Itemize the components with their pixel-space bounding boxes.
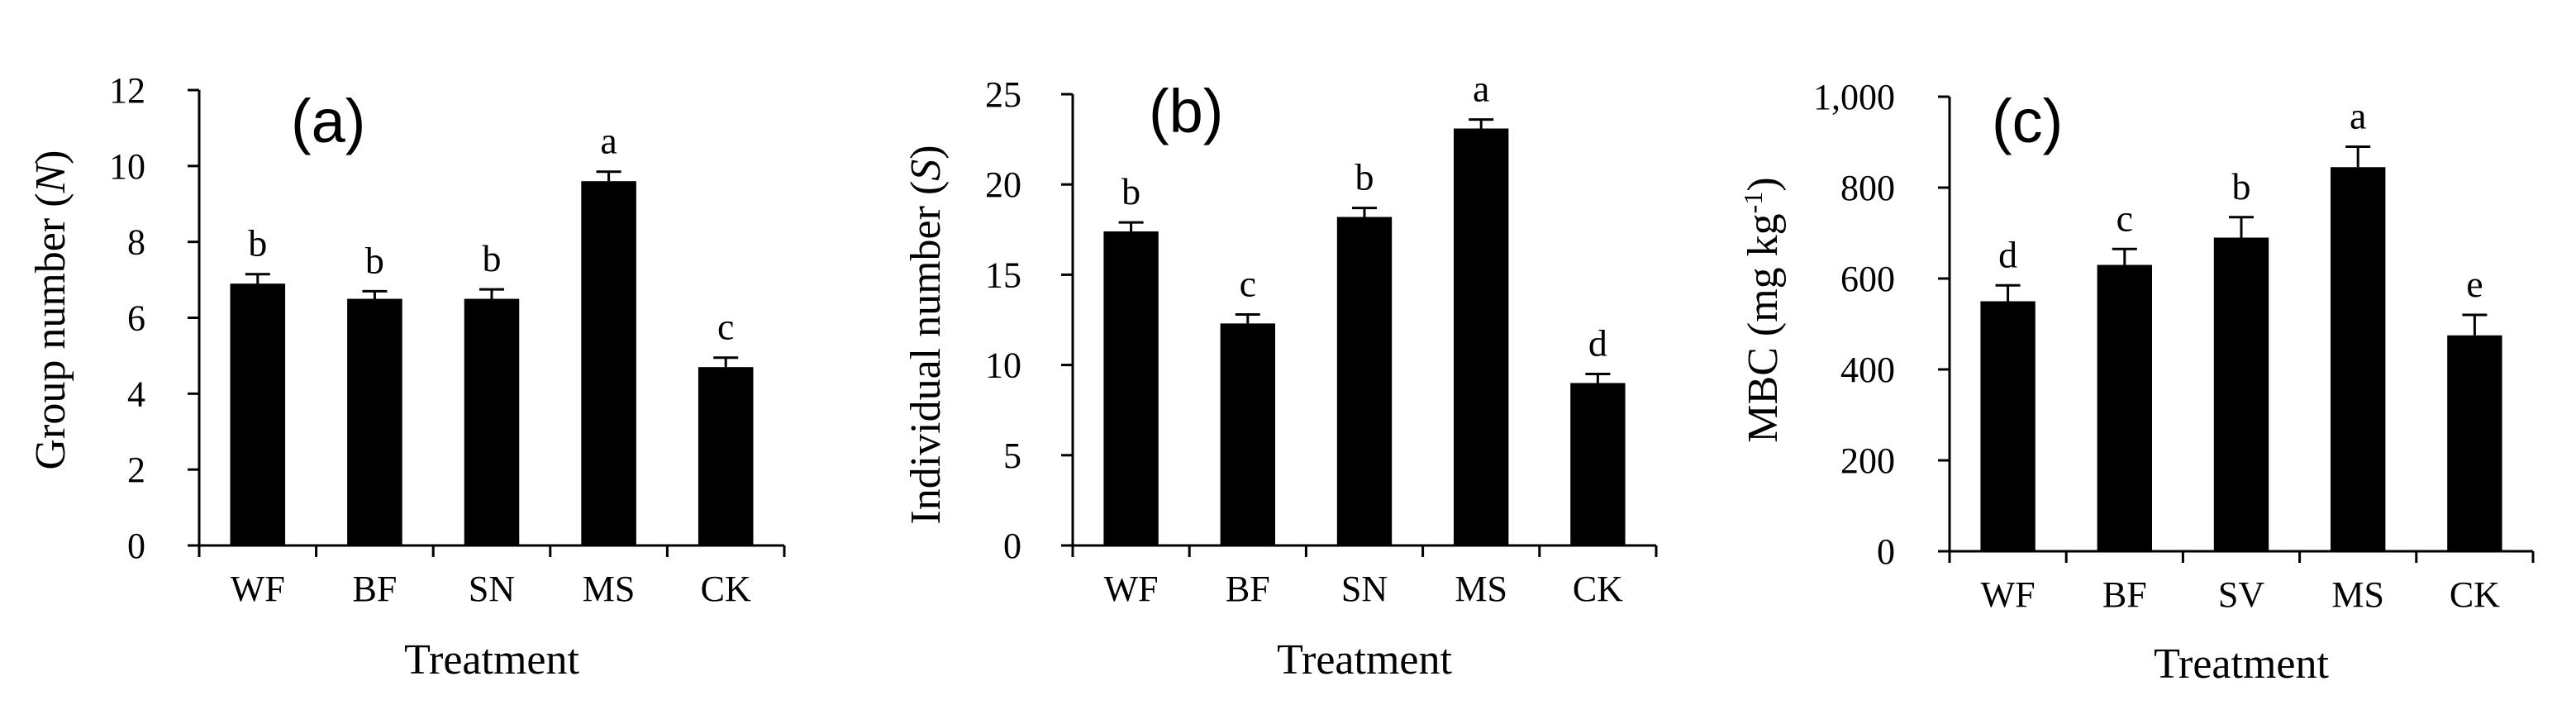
y-axis-title-variable: N — [27, 161, 74, 193]
y-tick-label: 5 — [1003, 436, 1021, 476]
y-tick-label: 10 — [109, 146, 145, 187]
y-tick-label: 20 — [985, 164, 1021, 205]
x-tick-label: SV — [2218, 574, 2264, 615]
significance-letter: e — [2466, 263, 2483, 305]
y-axis-title-text: Individual number ( — [902, 181, 950, 525]
x-tick-label: MS — [1455, 569, 1507, 609]
x-tick-label: SN — [1341, 569, 1388, 609]
bar — [1980, 301, 2036, 551]
bar — [2097, 264, 2152, 551]
y-tick-label: 0 — [127, 526, 145, 566]
y-tick-label: 0 — [1877, 531, 1895, 572]
y-tick-label: 12 — [109, 70, 145, 111]
y-axis-title-close: ) — [1740, 177, 1787, 191]
x-tick-label: WF — [1104, 569, 1159, 609]
x-tick-label: WF — [1981, 574, 2036, 615]
significance-letter: b — [248, 222, 267, 264]
significance-letter: c — [1240, 262, 1256, 304]
bar — [230, 283, 286, 545]
y-axis-title-close: ) — [27, 150, 74, 164]
chart-panel-1: 0 2 4 6 8 10 12 b WF b BF b SN a MS c CK Treatment Group n… — [27, 70, 786, 684]
x-tick-label: SN — [469, 569, 515, 609]
x-axis-title: Treatment — [1277, 636, 1452, 684]
panel-label: (c) — [1992, 87, 2063, 155]
x-tick-label: BF — [1226, 569, 1270, 609]
significance-letter: b — [483, 237, 502, 279]
significance-letter: c — [2117, 197, 2133, 239]
x-tick-label: CK — [2450, 574, 2500, 615]
y-axis-title-text: MBC (mg kg — [1740, 213, 1787, 442]
panel-label: (a) — [291, 87, 365, 155]
x-tick-label: BF — [352, 569, 397, 609]
y-tick-label: 0 — [1003, 526, 1021, 566]
significance-letter: d — [1998, 233, 2017, 275]
x-tick-label: BF — [2102, 574, 2147, 615]
y-axis-title-variable: S — [902, 160, 950, 181]
y-axis-title: MBC (mg kg-1) — [1738, 177, 1787, 442]
significance-letter: a — [1473, 68, 1489, 110]
bar — [1103, 231, 1159, 545]
significance-letter: a — [600, 120, 617, 162]
bar — [698, 367, 754, 545]
bar — [2447, 335, 2502, 551]
x-tick-label: WF — [231, 569, 285, 609]
x-tick-label: MS — [2331, 574, 2384, 615]
x-axis-title: Treatment — [2154, 641, 2329, 688]
bar — [581, 181, 636, 545]
y-tick-label: 8 — [127, 222, 145, 263]
chart-panel-2: 0 5 10 15 20 25 b WF c BF b SN a MS d CK Treatment Indivi… — [902, 68, 1658, 684]
x-tick-label: MS — [583, 569, 636, 609]
x-axis-title: Treatment — [404, 636, 579, 684]
y-tick-label: 800 — [1840, 168, 1895, 208]
y-tick-label: 600 — [1840, 259, 1895, 299]
x-tick-label: CK — [1573, 569, 1623, 609]
bar — [1454, 128, 1509, 545]
y-axis-title-superscript: -1 — [1738, 192, 1768, 214]
y-tick-label: 200 — [1840, 441, 1895, 481]
y-tick-label: 1,000 — [1813, 77, 1895, 117]
y-tick-label: 4 — [127, 374, 145, 414]
bar — [464, 298, 520, 545]
y-axis-title-text: Group number ( — [27, 193, 74, 469]
bar — [2331, 167, 2386, 551]
significance-letter: a — [2350, 95, 2366, 137]
significance-letter: c — [717, 306, 734, 348]
y-axis-title-close: ) — [902, 145, 950, 159]
bar — [347, 298, 402, 545]
panel-label: (b) — [1149, 77, 1223, 145]
y-axis-title: Individual number (S) — [902, 145, 950, 524]
y-tick-label: 400 — [1840, 350, 1895, 390]
significance-letter: b — [1121, 170, 1140, 212]
y-axis-title: Group number (N) — [27, 150, 74, 469]
bar — [1336, 217, 1393, 545]
y-tick-label: 2 — [127, 450, 145, 490]
x-tick-label: CK — [701, 569, 751, 609]
chart-panel-3: 0 200 400 600 800 1,000 d WF c BF b SV a MS e CK Treatme… — [1738, 77, 2535, 688]
bar — [1220, 323, 1275, 545]
bar — [2213, 237, 2269, 551]
significance-letter: b — [365, 239, 384, 281]
y-tick-label: 15 — [985, 255, 1021, 295]
y-tick-label: 25 — [985, 74, 1021, 115]
bar — [1570, 383, 1626, 545]
significance-letter: b — [2232, 165, 2251, 207]
significance-letter: b — [1355, 156, 1374, 198]
y-tick-label: 6 — [127, 298, 145, 339]
significance-letter: d — [1588, 322, 1607, 364]
y-tick-label: 10 — [985, 345, 1021, 386]
